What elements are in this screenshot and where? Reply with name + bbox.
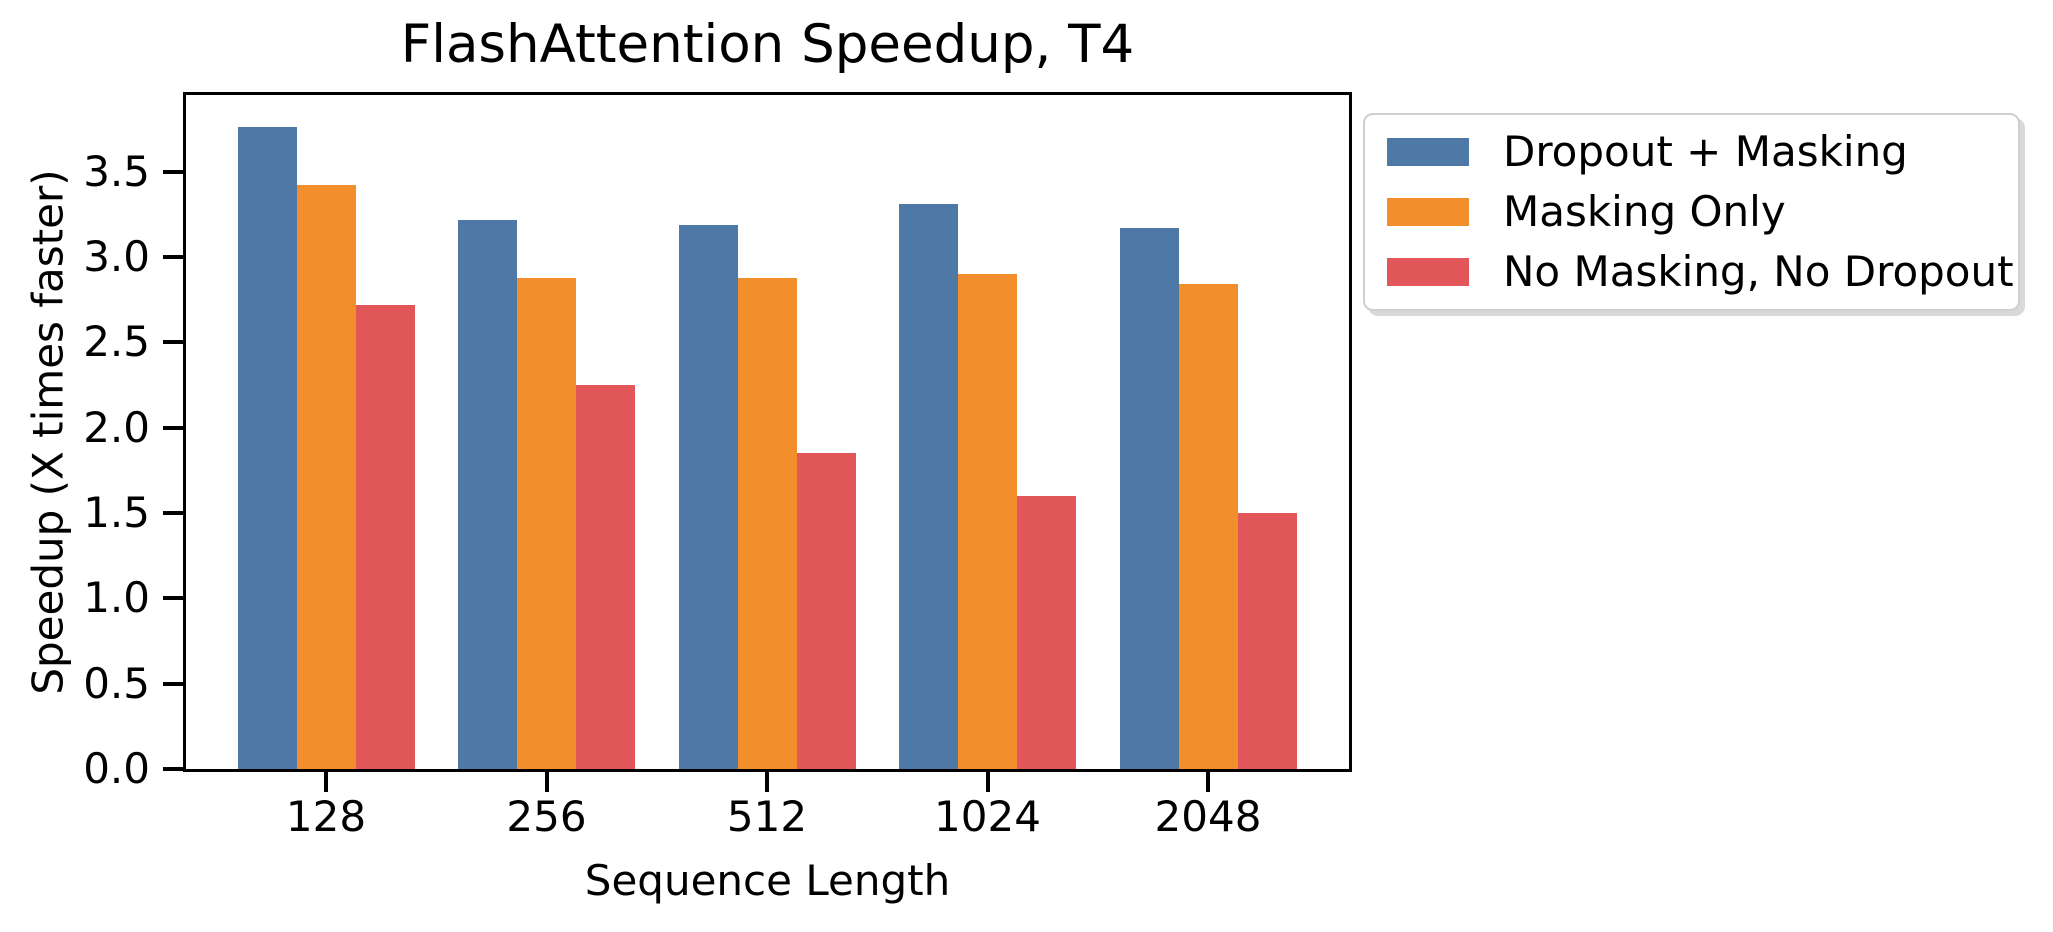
x-tick-mark (765, 772, 769, 792)
y-tick-label: 2.5 (83, 317, 150, 367)
bar (355, 304, 415, 769)
bar (458, 219, 517, 769)
x-axis-label: Sequence Length (584, 856, 951, 905)
bar (1017, 496, 1076, 769)
legend-item: No Masking, No Dropout (1387, 249, 2018, 295)
legend: Dropout + Masking Masking Only No Masking,… (1363, 113, 2020, 311)
plot-area (183, 92, 1352, 772)
x-tick-mark (1206, 772, 1210, 792)
legend-label: Dropout + Masking (1503, 127, 1908, 176)
bar (576, 385, 635, 769)
x-tick-label: 256 (506, 792, 587, 841)
x-tick-label: 1024 (934, 792, 1041, 841)
bar (517, 277, 576, 769)
y-tick-label: 0.5 (83, 658, 150, 708)
y-tick-mark (163, 596, 183, 601)
y-tick-label: 1.0 (83, 573, 150, 623)
x-tick-mark (544, 772, 549, 792)
y-tick-label: 1.5 (83, 488, 150, 538)
y-tick-mark (163, 767, 183, 771)
bar (237, 127, 297, 769)
legend-swatch (1387, 138, 1469, 166)
bar (899, 204, 958, 769)
legend-swatch (1387, 198, 1469, 226)
x-tick-mark (324, 772, 328, 792)
y-tick-label: 3.0 (83, 232, 150, 282)
y-tick-label: 3.5 (83, 146, 150, 196)
legend-item: Dropout + Masking (1387, 129, 2018, 175)
chart-title: FlashAttention Speedup, T4 (400, 14, 1135, 75)
y-tick-label: 2.0 (83, 402, 150, 452)
x-tick-label: 2048 (1154, 792, 1262, 841)
y-tick-mark (163, 340, 183, 345)
legend-label: Masking Only (1503, 187, 1786, 236)
bar (796, 453, 856, 769)
legend-label: No Masking, No Dropout (1503, 247, 2014, 296)
bar (737, 277, 797, 769)
legend-item: Masking Only (1387, 189, 2018, 235)
bar (958, 274, 1017, 769)
x-tick-label: 512 (726, 792, 808, 841)
y-tick-mark (163, 255, 183, 260)
y-tick-label: 0.0 (83, 744, 150, 793)
bar (1119, 228, 1179, 769)
y-tick-mark (163, 425, 183, 430)
bar (678, 224, 738, 769)
bar (1178, 284, 1238, 769)
y-tick-mark (163, 681, 183, 686)
y-tick-mark (163, 511, 183, 516)
x-tick-mark (985, 772, 990, 792)
bar (1237, 513, 1297, 769)
y-tick-mark (163, 169, 183, 174)
legend-swatch (1387, 258, 1469, 286)
bar (296, 185, 356, 769)
x-tick-label: 128 (285, 792, 367, 841)
